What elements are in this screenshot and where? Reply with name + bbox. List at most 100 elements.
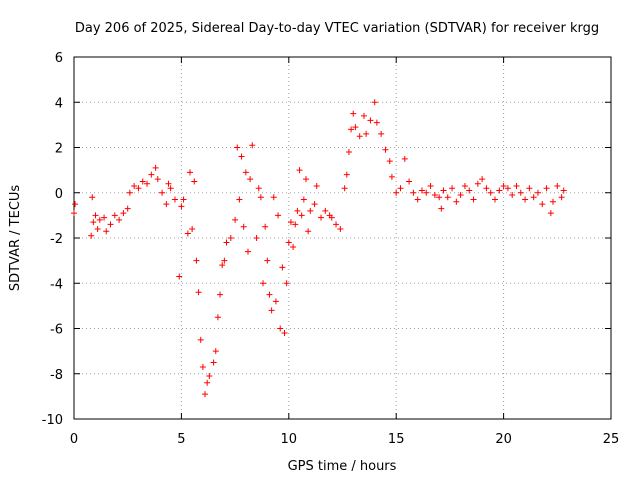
- data-point: [378, 130, 385, 137]
- data-point: [281, 330, 288, 337]
- data-point: [356, 133, 363, 140]
- data-point: [167, 185, 174, 192]
- data-point: [101, 214, 108, 221]
- data-point: [470, 196, 477, 203]
- data-point: [539, 201, 546, 208]
- data-point: [178, 203, 185, 210]
- data-point: [438, 205, 445, 212]
- data-point: [449, 185, 456, 192]
- data-point: [148, 171, 155, 178]
- data-point: [71, 210, 77, 217]
- data-point: [244, 248, 251, 255]
- data-point: [238, 153, 245, 160]
- data-point: [307, 207, 314, 214]
- data-point: [204, 379, 211, 386]
- data-point: [287, 219, 294, 226]
- data-point: [328, 214, 335, 221]
- data-point: [371, 99, 378, 106]
- y-tick-label: 2: [55, 142, 63, 157]
- data-point: [427, 182, 434, 189]
- data-point: [311, 201, 318, 208]
- data-point: [210, 359, 217, 366]
- data-point: [180, 196, 187, 203]
- data-point: [176, 273, 183, 280]
- data-point: [72, 201, 79, 208]
- data-point: [401, 155, 408, 162]
- data-point: [131, 182, 138, 189]
- data-point: [219, 262, 226, 269]
- y-tick-label: -6: [50, 323, 63, 338]
- data-point: [474, 180, 481, 187]
- data-point: [223, 239, 230, 246]
- x-tick-label: 5: [177, 432, 185, 447]
- y-axis-ticks: -10 -8 -6 -4 -2 0 2 4 6: [42, 51, 611, 428]
- data-point: [300, 196, 307, 203]
- data-point: [492, 196, 499, 203]
- data-point: [558, 194, 565, 201]
- data-point: [483, 185, 490, 192]
- data-point: [294, 207, 301, 214]
- data-point: [165, 180, 172, 187]
- data-point: [272, 298, 279, 305]
- data-point: [242, 169, 249, 176]
- data-point: [363, 130, 370, 137]
- data-point: [444, 194, 451, 201]
- data-point: [386, 158, 393, 165]
- data-point: [221, 257, 228, 264]
- data-point: [350, 110, 357, 117]
- data-point: [135, 185, 142, 192]
- data-point: [504, 185, 511, 192]
- data-point: [305, 228, 312, 235]
- data-point: [285, 239, 292, 246]
- data-point: [92, 212, 99, 219]
- data-point: [526, 185, 533, 192]
- data-point: [318, 214, 325, 221]
- data-point: [345, 149, 352, 156]
- data-point: [466, 187, 473, 194]
- data-point: [189, 225, 196, 232]
- data-point: [292, 221, 299, 228]
- data-point: [253, 235, 260, 241]
- data-point: [199, 363, 206, 370]
- data-point: [227, 235, 234, 241]
- data-point: [249, 142, 256, 149]
- data-point: [260, 280, 267, 287]
- data-point: [186, 169, 193, 176]
- data-point: [89, 194, 96, 201]
- grid: [74, 57, 611, 419]
- data-point: [496, 187, 503, 194]
- data-point: [479, 176, 486, 183]
- x-tick-label: 25: [603, 432, 620, 447]
- data-point: [296, 167, 303, 174]
- data-point: [341, 185, 348, 192]
- data-point: [348, 126, 355, 133]
- data-point: [393, 189, 400, 196]
- data-point: [298, 212, 305, 219]
- data-point: [214, 314, 221, 321]
- data-point: [152, 164, 159, 171]
- data-point: [120, 210, 127, 217]
- x-tick-label: 15: [388, 432, 405, 447]
- data-point: [255, 185, 262, 192]
- data-point: [240, 223, 247, 230]
- data-point: [184, 230, 191, 237]
- x-axis-label: GPS time / hours: [288, 459, 397, 474]
- data-point: [96, 216, 103, 223]
- data-point: [154, 176, 161, 183]
- data-point: [461, 182, 468, 189]
- x-tick-label: 0: [70, 432, 78, 447]
- data-point: [554, 182, 561, 189]
- y-axis-label: SDTVAR / TECUs: [8, 185, 23, 292]
- x-axis-ticks: 0 5 10 15 20 25: [70, 57, 619, 447]
- data-point: [517, 189, 524, 196]
- data-point: [206, 373, 213, 380]
- data-point: [457, 192, 464, 199]
- data-point: [367, 117, 374, 124]
- data-point: [397, 185, 404, 192]
- data-point: [418, 187, 425, 194]
- data-point: [509, 192, 516, 199]
- data-point: [543, 185, 550, 192]
- data-point: [453, 198, 460, 205]
- data-point: [352, 124, 359, 131]
- data-point: [360, 112, 367, 119]
